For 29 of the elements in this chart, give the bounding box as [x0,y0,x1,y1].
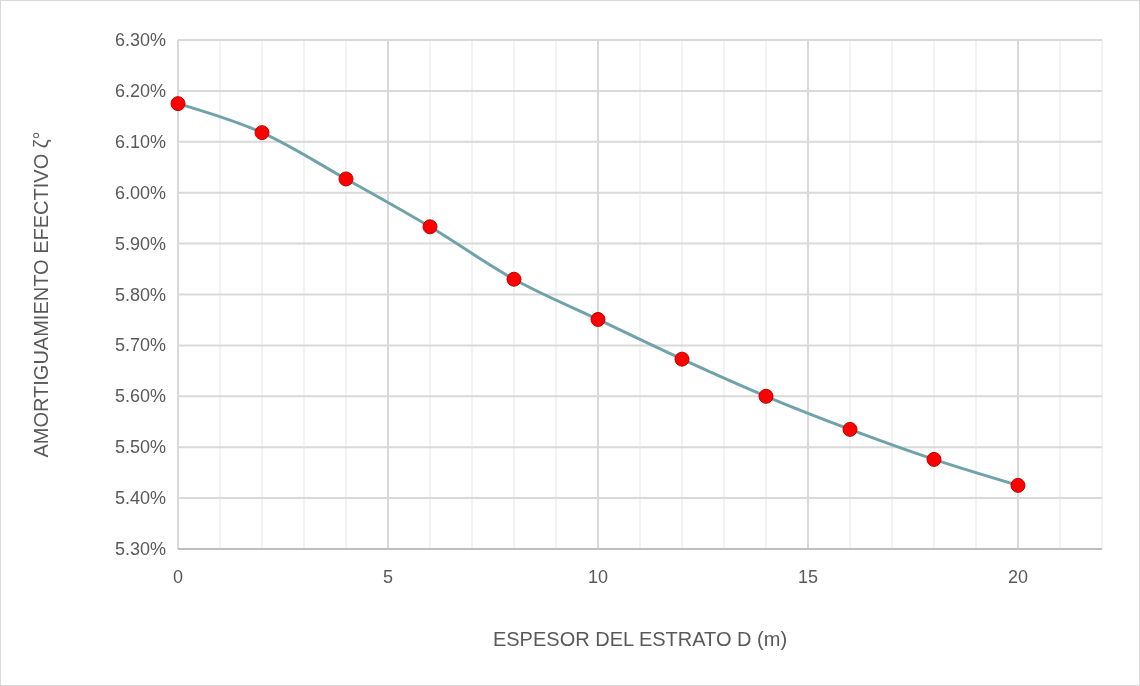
x-tick-label: 0 [172,567,184,587]
x-tick-label: 15 [797,567,819,587]
point [338,171,354,187]
point [1010,477,1026,493]
y-tick-label: 5.70% [114,335,166,356]
point [590,311,606,327]
y-tick-label: 5.60% [114,386,166,407]
x-tick-label: 5 [382,567,394,587]
y-tick-label: 5.80% [114,284,166,305]
point [422,219,438,235]
y-tick-label: 5.50% [114,437,166,458]
x-tick-label: 20 [1007,567,1029,587]
y-tick-label: 5.40% [114,488,166,509]
point [842,421,858,437]
y-tick-label: 5.90% [114,233,166,254]
point [674,351,690,367]
point [170,96,186,112]
point [506,271,522,287]
y-tick-label: 6.10% [114,131,166,152]
y-tick-label: 5.30% [114,539,166,559]
point [758,388,774,404]
x-tick-label: 10 [587,567,609,587]
point [254,125,270,141]
x-axis-title: ESPESOR DEL ESTRATO D (m) [492,628,788,650]
y-tick-label: 6.30% [114,30,166,50]
y-tick-label: 6.20% [114,80,166,101]
y-axis-title: AMORTIGUAMIENTO EFECTIVO ζ° [30,131,52,458]
point [926,451,942,467]
y-tick-label: 6.00% [114,182,166,203]
